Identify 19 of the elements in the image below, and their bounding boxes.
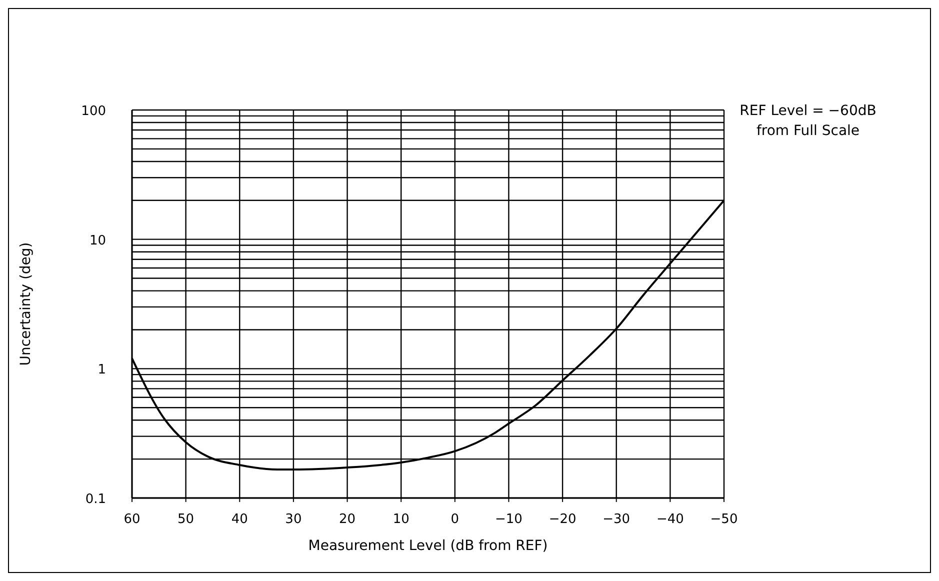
x-tick-label: 60 xyxy=(124,512,140,527)
x-tick-label: 0 xyxy=(450,512,460,527)
y-axis-title: Uncertainty (deg) xyxy=(18,242,34,366)
text: REF Level = −60dB from Full Scale xyxy=(740,103,876,139)
x-tick-label: −30 xyxy=(602,512,630,527)
x-tick-label: −50 xyxy=(710,512,738,527)
x-tick-label: −40 xyxy=(656,512,684,527)
y-tick-label: 10 xyxy=(89,233,106,248)
x-tick-label: 40 xyxy=(231,512,248,527)
x-tick-label: 50 xyxy=(178,512,194,527)
x-tick-label: 30 xyxy=(285,512,302,527)
y-tick-label: 100 xyxy=(81,104,106,119)
y-tick-label: 0.1 xyxy=(85,492,106,507)
x-tick-label: −20 xyxy=(548,512,576,527)
x-axis-title: Measurement Level (dB from REF) xyxy=(308,538,548,554)
x-tick-label: 20 xyxy=(339,512,356,527)
y-tick-label: 1 xyxy=(98,362,106,378)
x-tick-label: 10 xyxy=(392,512,410,527)
x-tick-label: −10 xyxy=(495,512,522,527)
